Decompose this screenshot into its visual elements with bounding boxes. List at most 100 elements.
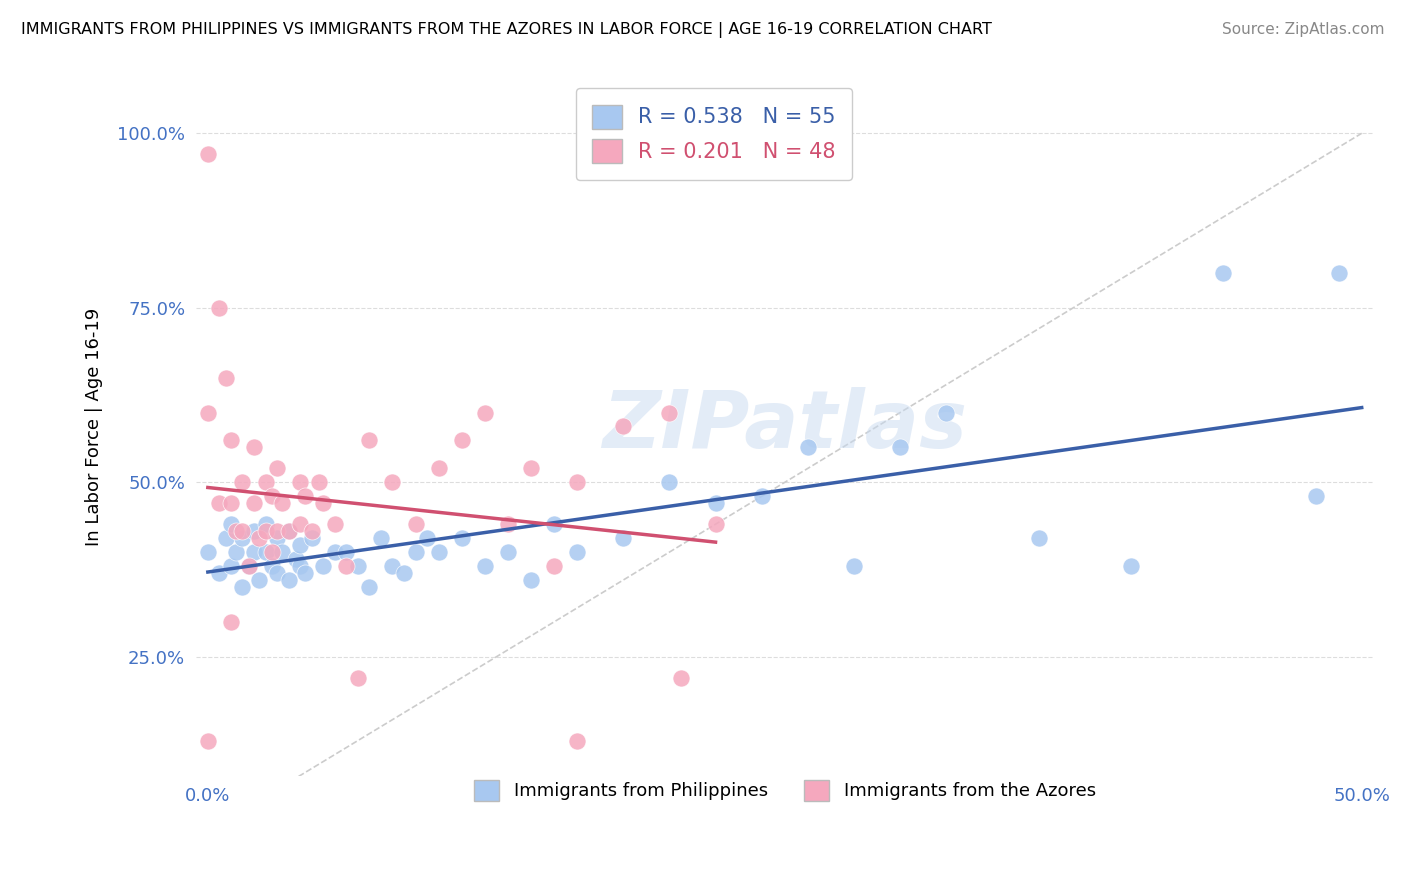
Point [266,566,288,580]
Point [294,489,316,503]
Point [231,524,253,538]
Point [565,475,588,490]
Point [323,545,346,559]
Point [197,405,219,419]
Point [496,545,519,559]
Point [751,489,773,503]
Point [208,566,231,580]
Point [416,531,439,545]
Point [543,517,565,532]
Point [1028,531,1050,545]
Point [243,441,266,455]
Point [1212,266,1234,280]
Point [450,531,472,545]
Point [347,559,370,574]
Point [658,475,681,490]
Point [219,496,242,510]
Legend: Immigrants from Philippines, Immigrants from the Azores: Immigrants from Philippines, Immigrants … [460,765,1111,815]
Point [359,434,381,448]
Point [277,524,299,538]
Y-axis label: In Labor Force | Age 16-19: In Labor Force | Age 16-19 [86,308,103,546]
Point [612,419,634,434]
Point [405,517,427,532]
Point [231,475,253,490]
Point [266,461,288,475]
Point [288,475,311,490]
Point [450,434,472,448]
Point [1327,266,1350,280]
Point [262,545,284,559]
Point [288,538,311,552]
Point [262,559,284,574]
Point [238,559,260,574]
Point [474,405,496,419]
Point [381,559,404,574]
Point [215,531,238,545]
Point [219,615,242,629]
Point [1305,489,1327,503]
Point [231,580,253,594]
Point [347,671,370,685]
Point [543,559,565,574]
Point [392,566,415,580]
Point [243,524,266,538]
Point [266,531,288,545]
Point [254,517,277,532]
Point [427,545,450,559]
Point [243,545,266,559]
Point [262,489,284,503]
Point [277,573,299,587]
Point [284,552,307,566]
Point [270,496,292,510]
Point [301,524,323,538]
Point [219,434,242,448]
Point [219,559,242,574]
Point [427,461,450,475]
Point [496,517,519,532]
Point [208,496,231,510]
Point [565,545,588,559]
Point [231,531,253,545]
Point [254,545,277,559]
Point [266,524,288,538]
Text: IMMIGRANTS FROM PHILIPPINES VS IMMIGRANTS FROM THE AZORES IN LABOR FORCE | AGE 1: IMMIGRANTS FROM PHILIPPINES VS IMMIGRANT… [21,22,993,38]
Point [704,517,727,532]
Point [935,405,957,419]
Text: ZIPatlas: ZIPatlas [602,387,967,466]
Point [277,524,299,538]
Text: Source: ZipAtlas.com: Source: ZipAtlas.com [1222,22,1385,37]
Point [247,531,270,545]
Point [704,496,727,510]
Point [842,559,865,574]
Point [301,531,323,545]
Point [208,301,231,315]
Point [335,545,357,559]
Point [565,733,588,747]
Point [1119,559,1142,574]
Point [405,545,427,559]
Point [294,566,316,580]
Point [225,524,247,538]
Point [474,559,496,574]
Point [225,545,247,559]
Point [215,370,238,384]
Point [308,475,330,490]
Point [381,475,404,490]
Point [254,524,277,538]
Point [323,517,346,532]
Point [520,573,543,587]
Point [658,405,681,419]
Point [254,475,277,490]
Point [520,461,543,475]
Point [797,441,820,455]
Point [219,517,242,532]
Point [238,559,260,574]
Point [197,733,219,747]
Point [197,147,219,161]
Point [335,559,357,574]
Point [288,559,311,574]
Point [669,671,692,685]
Point [288,517,311,532]
Point [370,531,392,545]
Point [359,580,381,594]
